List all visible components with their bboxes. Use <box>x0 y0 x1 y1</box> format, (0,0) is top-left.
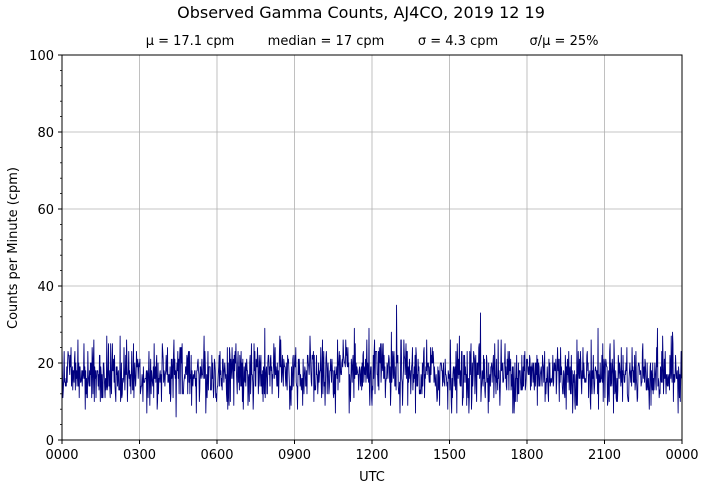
subtitle-cv: σ/μ = 25% <box>530 34 599 49</box>
grid-lines <box>61 54 683 441</box>
x-axis-label: UTC <box>359 470 385 485</box>
x-tick-label: 2100 <box>588 448 621 463</box>
x-tick-label: 0600 <box>200 448 233 463</box>
x-tick-label: 1500 <box>433 448 466 463</box>
axis-ticks: 0000 0300 0600 0900 1200 1500 1800 2100 00000204… <box>29 49 698 463</box>
y-axis-label: Counts per Minute (cpm) <box>6 167 21 329</box>
subtitle-median: median = 17 cpm <box>268 34 385 49</box>
x-tick-label: 0000 <box>665 448 698 463</box>
x-tick-label: 0900 <box>278 448 311 463</box>
y-tick-label: 80 <box>37 126 54 141</box>
subtitle-std: σ = 4.3 cpm <box>418 34 498 49</box>
x-tick-label: 0300 <box>123 448 156 463</box>
y-tick-label: 0 <box>46 434 54 449</box>
y-tick-label: 100 <box>29 49 54 64</box>
subtitle-mean: μ = 17.1 cpm <box>146 34 235 49</box>
y-tick-label: 40 <box>37 280 54 295</box>
y-tick-label: 60 <box>37 203 54 218</box>
series-layer <box>61 304 683 418</box>
series-line <box>61 304 683 418</box>
y-tick-label: 20 <box>37 357 54 372</box>
x-tick-label: 0000 <box>45 448 78 463</box>
chart-title: Observed Gamma Counts, AJ4CO, 2019 12 19 <box>177 3 545 22</box>
x-tick-label: 1200 <box>355 448 388 463</box>
x-tick-label: 1800 <box>510 448 543 463</box>
